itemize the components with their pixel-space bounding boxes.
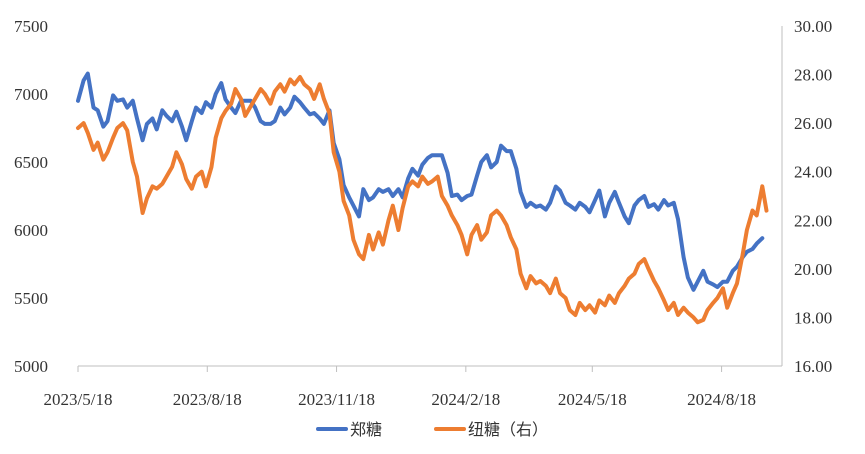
right-y-tick-label: 26.00 (794, 114, 832, 133)
left-y-tick-label: 5000 (14, 357, 48, 376)
right-y-axis-ticks: 16.00 18.00 20.00 22.00 24.00 26.00 28.00 30.00 (794, 17, 832, 376)
right-y-tick-label: 16.00 (794, 357, 832, 376)
left-y-tick-label: 6500 (14, 153, 48, 172)
x-tick-label: 2024/2/18 (431, 390, 500, 409)
right-y-tick-label: 20.00 (794, 260, 832, 279)
x-tick-label: 2024/8/18 (687, 390, 756, 409)
x-tick-label: 2023/11/18 (298, 390, 375, 409)
right-y-tick-label: 28.00 (794, 66, 832, 85)
x-tick-label: 2024/5/18 (558, 390, 627, 409)
x-axis-ticks: 2023/5/18 2023/8/18 2023/11/18 2024/2/18 202… (44, 366, 756, 409)
left-y-tick-label: 7500 (14, 17, 48, 36)
right-y-tick-label: 30.00 (794, 17, 832, 36)
legend-item: 纽糖（右） (434, 420, 548, 439)
right-y-tick-label: 24.00 (794, 163, 832, 182)
legend: 郑糖 纽糖（右） (316, 420, 548, 439)
right-y-tick-label: 18.00 (794, 308, 832, 327)
axes (78, 26, 783, 367)
left-y-axis-ticks: 5000 5500 6000 6500 7000 7500 (14, 17, 48, 376)
left-y-tick-label: 5500 (14, 289, 48, 308)
series-line-zhengzhou-sugar (76, 71, 765, 292)
legend-label: 纽糖（右） (468, 420, 548, 439)
left-y-tick-label: 6000 (14, 221, 48, 240)
series-line-ny-sugar (76, 75, 769, 325)
left-y-tick-label: 7000 (14, 85, 48, 104)
x-tick-label: 2023/8/18 (173, 390, 242, 409)
legend-label: 郑糖 (350, 420, 382, 439)
series-layer (76, 71, 769, 325)
legend-item: 郑糖 (316, 420, 382, 439)
right-y-tick-label: 22.00 (794, 211, 832, 230)
x-tick-label: 2023/5/18 (44, 390, 113, 409)
